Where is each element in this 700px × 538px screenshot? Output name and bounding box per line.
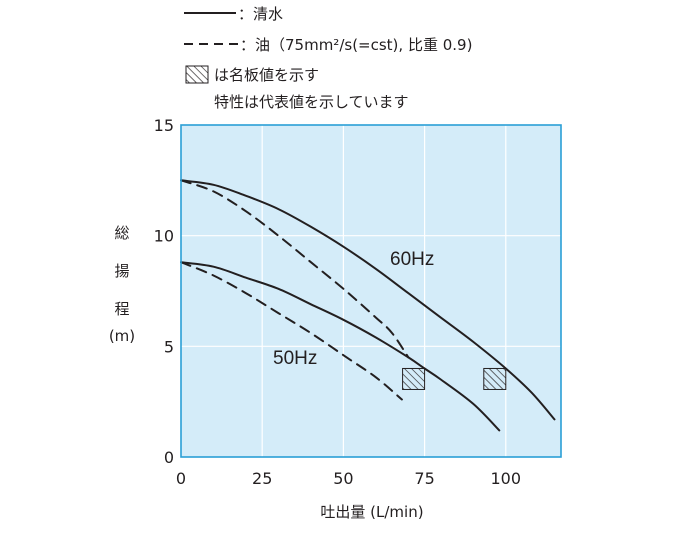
series-lines [180, 179, 556, 432]
legend-hatch-label-line2: 特性は代表値を示しています [214, 93, 409, 111]
legend-hatch-label-line1: は名板値を示す [214, 66, 319, 84]
plot-frame [180, 124, 562, 458]
legend-hatch-swatch [185, 65, 209, 84]
series-line-3-dashed [180, 261, 403, 401]
legend-solid-label: ：清水 [238, 5, 283, 23]
series-label-60hz: 60Hz [390, 249, 434, 270]
y-axis-title: 総 揚 程 (m) [109, 224, 135, 345]
y-tick-label: 15 [154, 116, 174, 135]
x-tick-label: 0 [176, 469, 186, 488]
grid-lines [181, 125, 561, 457]
x-tick-label: 25 [252, 469, 272, 488]
x-tick-label: 50 [333, 469, 353, 488]
y-axis-title-char-2: 揚 [114, 262, 129, 280]
x-axis-title: 吐出量 (L/min) [320, 503, 423, 521]
x-tick-label: 100 [491, 469, 522, 488]
plot-area [181, 125, 561, 457]
legend: ：清水 ：油（75mm²/s(=cst), 比重 0.9) は名板値を示す 特性… [184, 5, 472, 111]
legend-dashed-label: ：油（75mm²/s(=cst), 比重 0.9) [240, 36, 472, 54]
tick-labels: 0 25 50 75 100 0 5 10 15 [154, 116, 521, 488]
y-tick-label: 10 [154, 227, 174, 246]
y-axis-title-unit: (m) [109, 327, 135, 345]
rated-points [402, 367, 507, 390]
x-tick-label: 75 [414, 469, 434, 488]
rated-point-marker [402, 367, 426, 390]
y-tick-label: 5 [164, 337, 174, 356]
y-axis-title-char-1: 総 [114, 224, 129, 242]
series-label-50hz: 50Hz [273, 348, 317, 369]
rated-point-marker [483, 367, 507, 390]
series-line-0-solid [180, 179, 556, 421]
series-line-2-solid [180, 261, 501, 432]
y-axis-title-char-3: 程 [114, 300, 129, 318]
series-line-1-dashed [180, 179, 410, 359]
y-tick-label: 0 [164, 448, 174, 467]
